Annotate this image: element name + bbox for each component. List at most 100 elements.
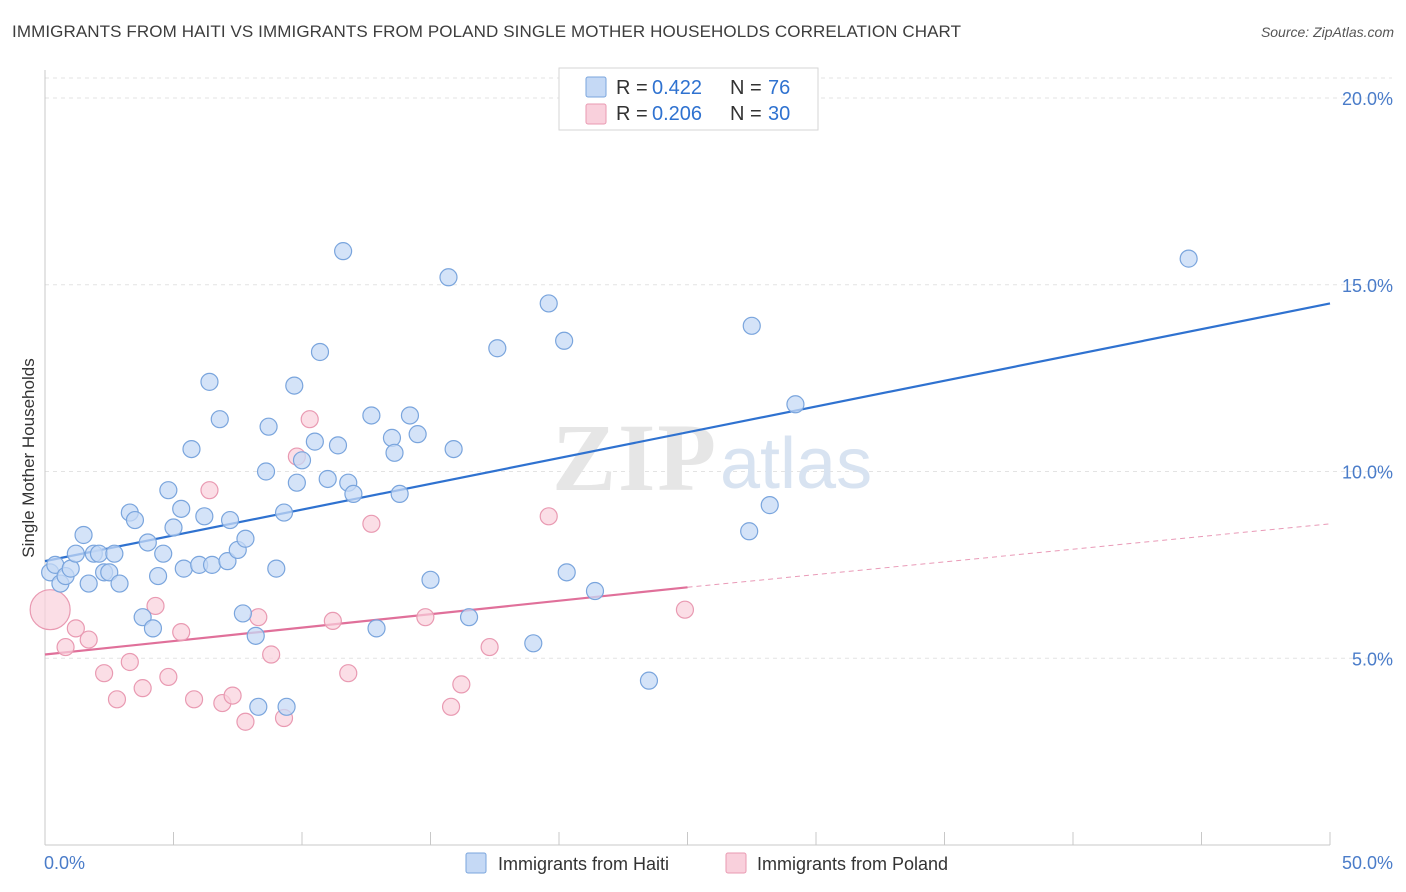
- x-ticks: [44, 832, 1331, 845]
- legend-haiti-n-value: 76: [768, 77, 790, 99]
- series-legend: Immigrants from Haiti Immigrants from Po…: [465, 852, 948, 874]
- data-point-haiti: [760, 496, 779, 515]
- data-point-haiti: [555, 331, 574, 350]
- data-point-haiti: [488, 339, 507, 358]
- legend-haiti-r-label: R =: [616, 77, 648, 99]
- data-point-haiti: [367, 619, 386, 638]
- watermark-atlas: atlas: [720, 424, 872, 504]
- data-point-poland: [172, 623, 191, 642]
- y-tick-label: 15.0%: [1342, 276, 1393, 296]
- data-point-haiti: [202, 555, 222, 574]
- data-point-poland: [249, 608, 268, 627]
- data-point-haiti: [66, 544, 85, 563]
- data-point-haiti: [174, 559, 193, 578]
- data-point-haiti: [256, 462, 276, 481]
- data-point-haiti: [105, 544, 124, 563]
- data-point-haiti: [1179, 249, 1198, 268]
- data-point-haiti: [100, 563, 119, 582]
- data-point-haiti: [138, 533, 157, 552]
- data-point-haiti: [159, 481, 178, 500]
- data-point-haiti: [287, 473, 306, 492]
- data-point-haiti: [218, 552, 237, 571]
- data-point-haiti: [639, 671, 659, 690]
- data-point-haiti: [385, 443, 404, 462]
- data-point-haiti: [344, 484, 363, 504]
- data-point-haiti: [557, 563, 576, 582]
- legend-poland-r-label: R =: [616, 103, 648, 125]
- data-point-haiti: [233, 604, 252, 623]
- data-point-poland: [675, 600, 695, 619]
- data-point-haiti: [143, 619, 163, 638]
- data-point-haiti: [310, 342, 330, 362]
- data-point-haiti: [524, 634, 543, 653]
- data-point-haiti: [292, 451, 312, 470]
- x-tick-label-max: 50.0%: [1342, 853, 1393, 873]
- data-point-haiti: [305, 432, 324, 451]
- data-point-haiti: [210, 410, 229, 429]
- data-point-haiti: [439, 268, 458, 287]
- y-axis-label: Single Mother Households: [19, 358, 38, 557]
- data-point-haiti: [125, 510, 145, 530]
- data-point-haiti: [236, 529, 255, 548]
- data-point-haiti: [246, 626, 265, 645]
- data-point-haiti: [740, 522, 759, 541]
- data-point-poland: [539, 507, 558, 526]
- data-point-haiti: [79, 574, 98, 593]
- data-point-haiti: [539, 294, 558, 313]
- data-point-poland: [362, 514, 381, 533]
- data-point-haiti: [172, 499, 191, 518]
- data-point-haiti: [249, 697, 268, 716]
- bottom-legend-haiti: Immigrants from Haiti: [498, 854, 669, 874]
- data-point-haiti: [408, 425, 427, 444]
- data-point-poland: [29, 589, 71, 631]
- legend-poland-r-value: 0.206: [652, 103, 702, 125]
- data-point-poland: [184, 690, 204, 709]
- data-point-haiti: [200, 372, 219, 391]
- data-point-poland: [323, 611, 342, 631]
- legend-haiti-n-label: N =: [730, 77, 762, 99]
- data-point-haiti: [362, 406, 381, 425]
- data-point-haiti: [154, 544, 173, 563]
- data-point-poland: [66, 619, 85, 638]
- x-tick-label-min: 0.0%: [44, 853, 85, 873]
- data-point-haiti: [267, 559, 286, 578]
- data-point-poland: [262, 645, 281, 664]
- bottom-legend-swatch-poland: [725, 852, 747, 874]
- data-point-haiti: [334, 242, 353, 261]
- legend-poland-n-label: N =: [730, 103, 762, 125]
- bottom-legend-poland: Immigrants from Poland: [757, 854, 948, 874]
- data-point-poland: [133, 679, 152, 698]
- data-point-haiti: [182, 439, 201, 459]
- data-point-poland: [480, 637, 499, 657]
- legend-swatch-haiti: [585, 76, 607, 98]
- data-point-haiti: [328, 436, 348, 455]
- data-point-poland: [107, 690, 127, 709]
- data-point-poland: [200, 481, 219, 500]
- data-point-poland: [416, 608, 435, 627]
- y-tick-label: 5.0%: [1352, 649, 1393, 669]
- data-point-haiti: [421, 570, 440, 589]
- data-point-poland: [339, 664, 358, 683]
- correlation-legend: R = 0.422 N = 76 R = 0.206 N = 30: [558, 67, 819, 131]
- data-point-haiti: [459, 608, 479, 627]
- data-point-haiti: [259, 417, 278, 436]
- grid-lines: [45, 77, 1392, 659]
- data-point-haiti: [444, 439, 463, 459]
- data-point-haiti: [318, 469, 337, 489]
- data-point-haiti: [220, 510, 240, 530]
- data-point-haiti: [585, 581, 605, 601]
- data-point-poland: [120, 652, 139, 672]
- data-point-haiti: [285, 376, 304, 395]
- data-point-haiti: [164, 518, 183, 537]
- data-point-haiti: [390, 484, 409, 504]
- data-point-poland: [452, 675, 471, 694]
- chart-title: IMMIGRANTS FROM HAITI VS IMMIGRANTS FROM…: [12, 22, 962, 41]
- data-point-haiti: [742, 316, 761, 335]
- data-point-haiti: [133, 608, 152, 627]
- source-credit: Source: ZipAtlas.com: [1260, 24, 1394, 40]
- trend-lines: [44, 302, 1331, 656]
- data-point-poland: [159, 667, 178, 687]
- data-point-poland: [441, 697, 461, 716]
- points-poland: [29, 410, 695, 731]
